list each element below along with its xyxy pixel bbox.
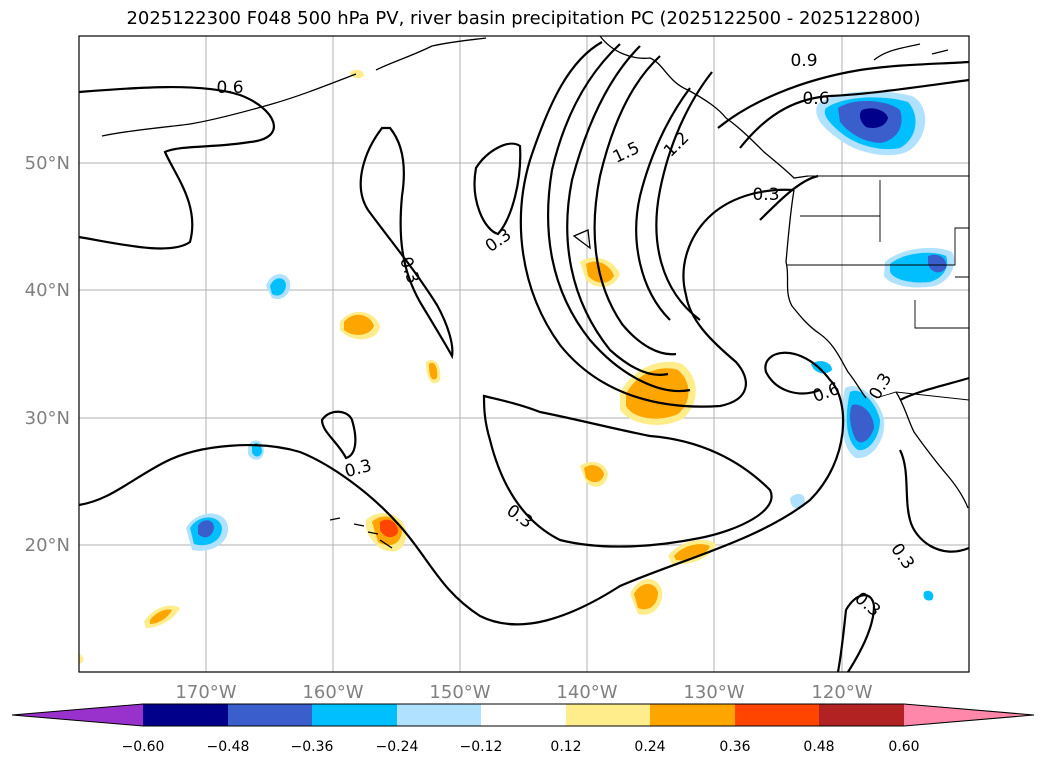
alaska-bc-coastline [599,35,809,179]
contour-label: 0.6 [216,78,243,98]
longitude-labels: 170°W 160°W 150°W 140°W 130°W 120°W [175,682,872,703]
map-background [79,36,969,672]
pv-contour [473,142,522,236]
lat-label: 40°N [25,280,70,301]
contour-label: 0.3 [752,185,779,205]
hawaii-coastline [329,517,393,549]
pv-contour [78,351,845,626]
island-coastline [572,229,591,250]
colorbar-extend-low [12,704,143,726]
state-border [879,180,969,329]
precip-blob [270,278,286,296]
precip-blob [350,69,364,79]
colorbar-tick-label: −0.48 [207,739,250,755]
colorbar-extend-high [904,704,1034,726]
precip-blob [928,254,947,273]
colorbar [11,703,1035,727]
pv-contour [899,376,970,401]
pv-contour [717,60,970,129]
pv-contour [482,394,773,548]
pv-contour [359,126,454,360]
lon-label: 160°W [302,682,363,703]
precip-blob [79,654,84,664]
precip-blob [344,314,374,335]
lon-label: 130°W [683,682,744,703]
contour-label: 0.6 [802,89,829,109]
colorbar-segment [650,704,735,726]
colorbar-tick-label: −0.24 [376,739,419,755]
pv-contour [836,594,876,673]
precip-blob [859,108,888,128]
colorbar-outline [11,703,1035,727]
precipitation-field [79,69,955,664]
colorbar-segment [143,704,228,726]
us-mexico-border [875,391,970,401]
mexico-coastline [895,391,969,509]
pv-contour [566,45,669,376]
pv-contour [759,174,819,221]
precip-blob [429,362,438,380]
pv-contour [519,41,795,408]
borders [786,175,970,401]
pv-contour [655,71,713,321]
state-border [786,227,969,278]
colorbar-tick-label: −0.60 [122,739,165,755]
lat-label: 30°N [25,408,70,429]
lat-label: 50°N [25,153,70,174]
pv-contour [593,55,677,356]
colorbar-segment [566,704,651,726]
map-title: 2025122300 F048 500 hPa PV, river basin … [126,8,921,29]
graticule [79,36,969,672]
pv-contour [635,87,691,321]
precip-blob [198,520,214,538]
lon-label: 120°W [811,682,872,703]
colorbar-tick-label: −0.36 [291,739,334,755]
colorbar-tick-label: 0.48 [803,739,834,755]
precip-blob [790,493,805,509]
colorbar-tick-label: 0.24 [634,739,665,755]
alaska-peninsula-coastline [375,37,487,71]
colorbar-segment [735,704,820,726]
precip-blob [150,609,172,624]
aleutian-coastline [101,73,357,137]
pv-contour [78,85,275,250]
latitude-labels: 50°N 40°N 30°N 20°N [25,153,70,556]
pv-contours [78,41,970,673]
pv-contour [547,43,691,393]
pv-contour [320,410,357,460]
colorbar-ticks: −0.60 −0.48 −0.36 −0.24 −0.12 0.12 0.24 … [122,739,920,755]
lat-label: 20°N [25,535,70,556]
precip-blob [923,590,934,601]
lon-label: 140°W [556,682,617,703]
colorbar-tick-label: 0.12 [550,739,581,755]
colorbar-tick-label: 0.60 [888,739,919,755]
contour-label: 0.9 [790,51,817,71]
colorbar-tick-label: 0.36 [719,739,750,755]
lon-label: 150°W [429,682,490,703]
colorbar-segment [397,704,482,726]
precip-blob [674,544,710,561]
precip-blob [634,583,658,610]
coastlines [101,35,969,549]
colorbar-segment [481,704,566,726]
precip-blob [380,519,398,538]
pv-contour [739,78,970,149]
map-frame [78,35,970,673]
colorbar-segment [312,704,397,726]
northern-coastline [873,43,949,61]
us-west-coastline [785,189,867,399]
precip-blob [849,404,874,443]
lon-label: 170°W [175,682,236,703]
colorbar-segment [819,704,904,726]
pv-contour [899,449,970,553]
colorbar-tick-label: −0.12 [460,739,503,755]
precip-blob [252,443,262,457]
precip-blob [584,465,604,483]
colorbar-segment [228,704,313,726]
